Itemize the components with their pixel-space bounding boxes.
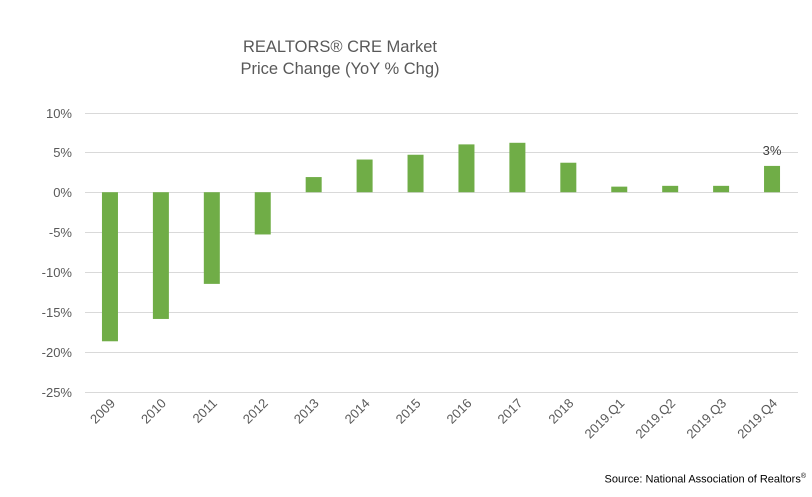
source-note: Source: National Association of Realtors… [605,473,806,486]
x-tick-label: 2019.Q2 [632,396,678,442]
bar [254,192,271,235]
bar [560,162,577,193]
y-tick-label: -20% [42,345,73,360]
bar [101,192,118,342]
y-tick-label: -25% [42,385,73,400]
x-tick-label: 2016 [444,396,475,427]
x-tick-label: 2017 [494,396,525,427]
x-tick-label: 2013 [291,396,322,427]
bar [305,177,322,193]
bar [662,185,679,193]
bar [611,186,628,193]
bar [458,144,475,193]
y-tick-label: -15% [42,305,73,320]
y-tick-label: -5% [49,225,73,240]
y-tick-label: -10% [42,265,73,280]
x-tick-label: 2011 [190,396,220,426]
x-tick-label: 2018 [545,396,576,427]
y-axis-ticks: 10% 5% 0% -5% -10% -15% -20% -25% [42,106,73,400]
data-label: 3% [763,143,782,158]
bar [203,192,220,284]
data-labels: 3% [763,143,782,158]
x-tick-label: 2019.Q4 [734,396,780,442]
x-tick-label: 2010 [138,396,169,427]
x-tick-label: 2019.Q1 [581,396,627,442]
x-tick-label: 2012 [240,396,271,427]
x-axis-ticks: 2009 2010 2011 2012 2013 2014 2015 2016 2017 2018… [87,396,780,442]
y-tick-label: 10% [46,106,72,121]
x-tick-label: 2015 [393,396,424,427]
x-tick-label: 2014 [342,396,373,427]
bars [101,142,781,342]
bar [509,142,526,193]
y-tick-label: 0% [53,185,72,200]
registered-mark: ® [800,473,806,480]
bar [764,165,781,193]
source-text: Source: National Association of Realtors [604,473,801,486]
x-tick-label: 2019.Q3 [683,396,729,442]
chart-title-line-1: REALTORS® CRE Market [242,38,437,56]
gridlines [85,113,798,393]
bar [152,192,169,319]
bar [407,154,424,193]
chart-title-line-2: Price Change (YoY % Chg) [240,60,440,78]
y-tick-label: 5% [53,145,72,160]
bar [713,185,730,193]
bar [356,159,373,193]
x-tick-label: 2009 [87,396,118,427]
